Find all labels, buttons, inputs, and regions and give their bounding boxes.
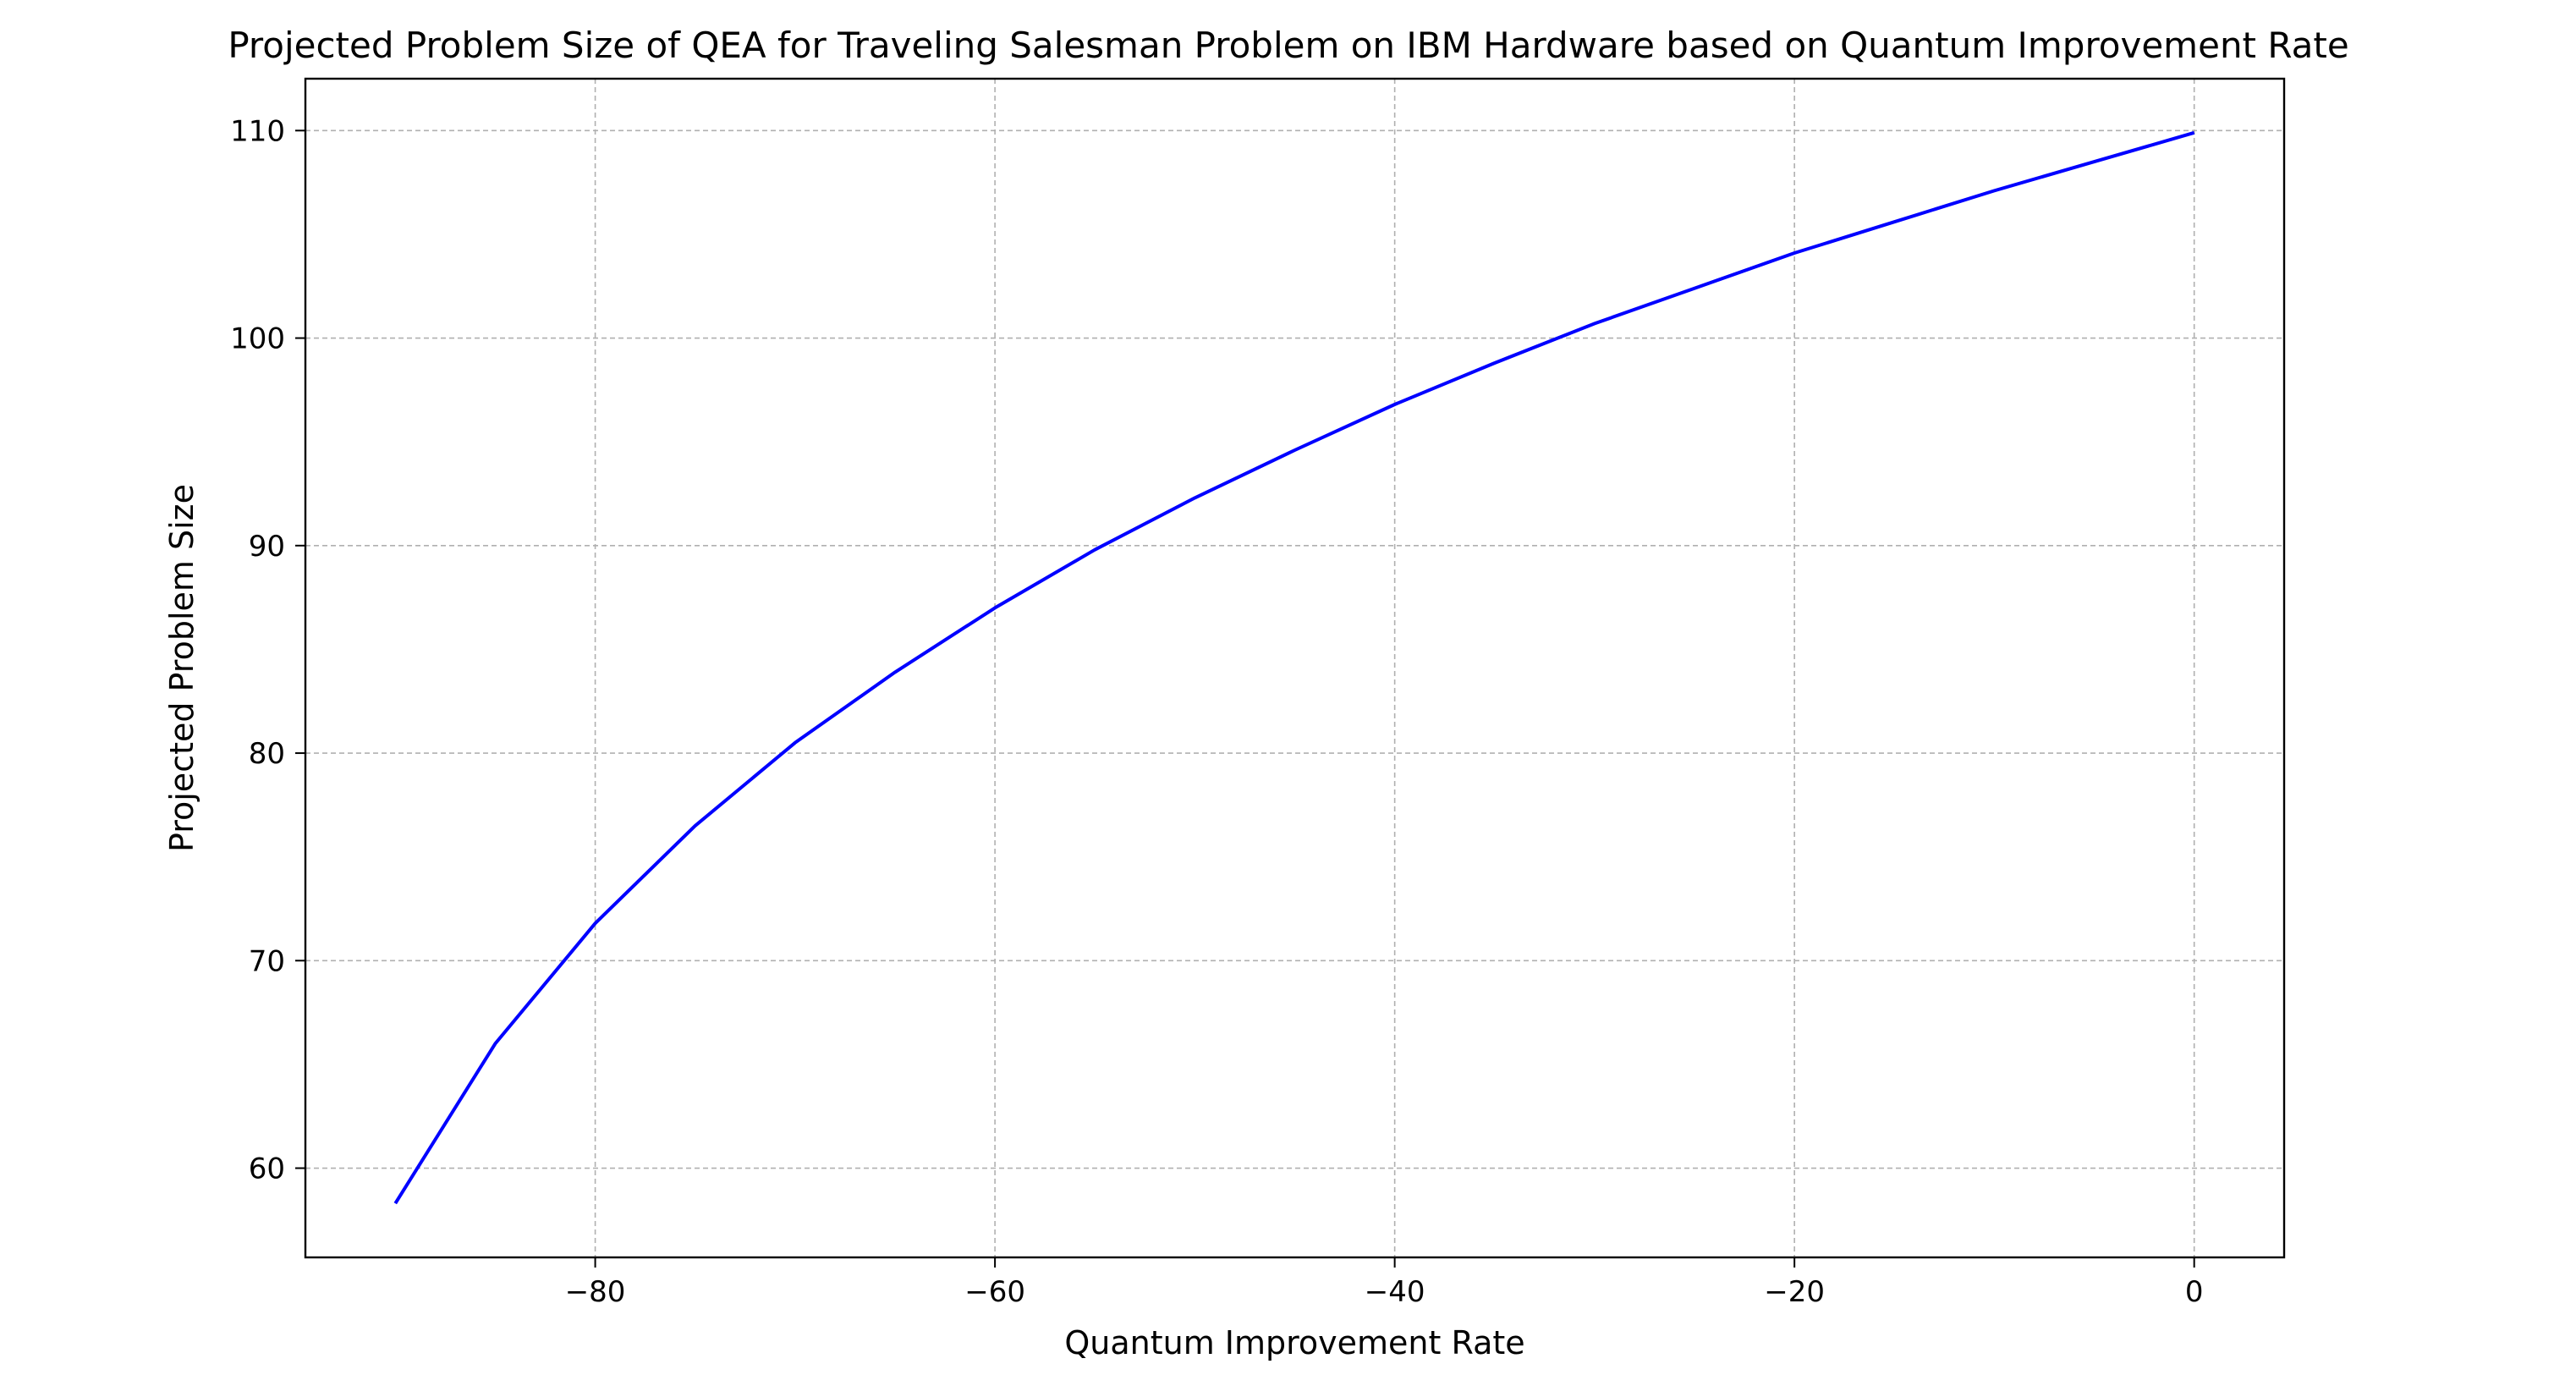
y-tick-label: 70 [249,944,285,978]
y-tick-label: 100 [230,322,285,356]
grid [305,79,2284,1257]
chart-title: Projected Problem Size of QEA for Travel… [228,25,2348,66]
x-tick-label: −20 [1764,1275,1825,1309]
y-axis: 60 70 80 90 100 110 [230,114,305,1186]
series-layer [393,130,2195,1205]
y-tick-label: 60 [249,1152,285,1186]
x-axis: −80 −60 −40 −20 0 [565,1257,2204,1309]
y-tick-label: 90 [249,530,285,564]
x-tick-label: 0 [2185,1275,2204,1309]
x-tick-label: −60 [964,1275,1025,1309]
y-axis-label: Projected Problem Size [163,484,200,852]
plot-area-frame [304,77,2286,1259]
y-tick-label: 80 [249,737,285,771]
y-tick-label: 110 [230,114,285,148]
x-axis-label: Quantum Improvement Rate [1064,1324,1524,1361]
x-tick-label: −40 [1365,1275,1425,1309]
x-tick-label: −80 [565,1275,626,1309]
series-line [393,130,2195,1205]
